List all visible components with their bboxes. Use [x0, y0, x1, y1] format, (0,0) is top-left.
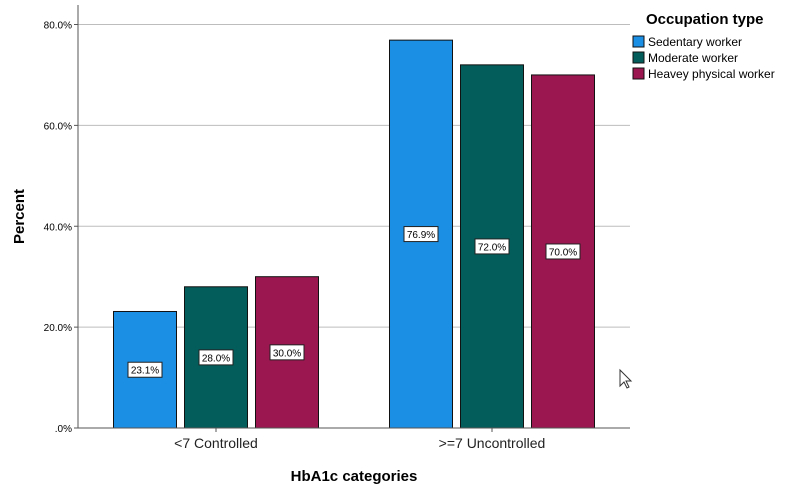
legend-label: Moderate worker	[648, 51, 738, 65]
legend-title: Occupation type	[646, 11, 764, 28]
legend-swatch	[632, 67, 645, 80]
y-tick-label: 80.0%	[44, 21, 72, 32]
bar	[113, 310, 177, 429]
y-axis-title: Percent	[11, 189, 28, 244]
legend-swatch	[632, 51, 645, 64]
y-axis-ticks: .0% 20.0% 40.0% 60.0% 80.0%	[44, 21, 78, 435]
y-tick-label: 60.0%	[44, 121, 72, 132]
data-label: 30.0%	[273, 348, 301, 359]
data-label: 28.0%	[202, 353, 230, 364]
data-label-box	[269, 344, 305, 361]
legend: Occupation type Sedentary worker Moderate…	[632, 11, 775, 81]
data-label: 72.0%	[478, 242, 506, 253]
data-label-box	[403, 226, 439, 243]
data-label-box	[127, 361, 163, 378]
data-label: 70.0%	[549, 247, 577, 258]
y-tick-label: .0%	[55, 424, 72, 435]
x-axis-title: HbA1c categories	[291, 468, 418, 485]
mouse-cursor-icon	[619, 368, 633, 389]
legend-label: Sedentary worker	[648, 35, 742, 49]
data-label: 23.1%	[131, 366, 159, 377]
y-tick-label: 20.0%	[44, 323, 72, 334]
legend-swatch	[632, 35, 645, 48]
x-axis-categories: <7 Controlled >=7 Uncontrolled	[174, 428, 545, 451]
bar-groups	[113, 39, 595, 429]
data-label-box	[474, 238, 510, 255]
legend-label: Heavey physical worker	[648, 67, 775, 81]
x-tick-label: >=7 Uncontrolled	[439, 435, 546, 451]
data-label: 76.9%	[407, 230, 435, 241]
data-labels: 23.1% 28.0% 30.0% 76.9% 72.0% 70.0%	[127, 226, 581, 378]
y-tick-label: 40.0%	[44, 222, 72, 233]
x-tick-label: <7 Controlled	[174, 435, 258, 451]
data-label-box	[545, 243, 581, 260]
data-label-box	[198, 349, 234, 366]
